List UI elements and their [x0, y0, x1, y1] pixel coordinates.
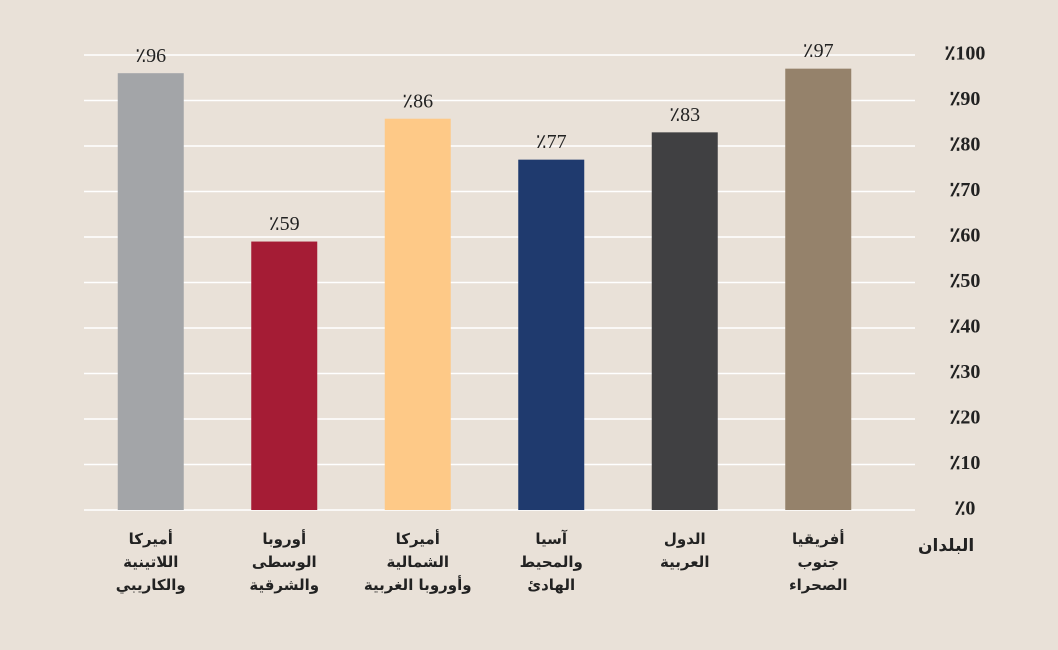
y-tick-label: ٪60 — [950, 225, 981, 247]
bar — [518, 159, 585, 510]
x-tick-label: أميركا الشمالية وأوروبا الغربية — [363, 530, 472, 594]
data-label: ٪97 — [803, 40, 834, 62]
x-tick-label: أميركا اللاتينية والكاريبي — [115, 530, 186, 594]
y-tick-label: ٪50 — [950, 270, 981, 292]
bar — [117, 73, 184, 510]
x-tick-label: أوروبا الوسطى والشرقية — [249, 530, 320, 594]
y-tick-label: ٪10 — [950, 452, 981, 474]
y-tick-label: ٪30 — [950, 361, 981, 383]
y-tick-label: ٪90 — [950, 88, 981, 110]
y-tick-label: ٪40 — [950, 316, 981, 338]
data-label: ٪83 — [669, 104, 700, 126]
bar — [785, 68, 852, 511]
x-axis-label: البلدان — [918, 536, 975, 556]
y-tick-label: ٪20 — [950, 407, 981, 429]
y-tick-label: ٪80 — [950, 134, 981, 156]
y-tick-label: ٪0 — [955, 498, 976, 520]
data-label: ٪77 — [536, 131, 567, 153]
data-label: ٪96 — [135, 45, 166, 67]
data-label: ٪86 — [402, 90, 433, 112]
bar — [384, 118, 451, 510]
data-label: ٪59 — [269, 213, 300, 235]
x-tick-label: الدول العربية — [660, 530, 710, 571]
bar — [251, 241, 318, 511]
x-tick-label: أفريقيا جنوب الصحراء — [788, 530, 848, 594]
y-tick-label: ٪100 — [945, 43, 986, 65]
bar — [651, 132, 718, 510]
y-tick-label: ٪70 — [950, 179, 981, 201]
x-tick-label: آسيا والمحيط الهادئ — [519, 530, 583, 594]
